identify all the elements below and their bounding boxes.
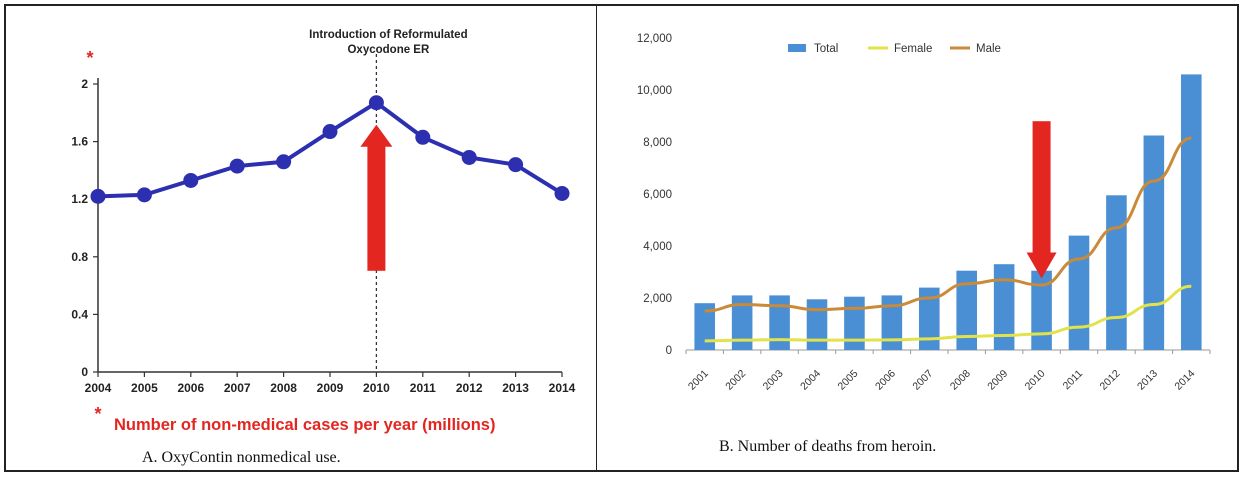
- chart-title-line: Introduction of Reformulated: [309, 29, 467, 41]
- y-tick-label: 6,000: [643, 189, 672, 201]
- data-point: [229, 158, 245, 174]
- data-point: [136, 187, 152, 203]
- y-tick-label: 4,000: [643, 241, 672, 253]
- legend-label-total: Total: [814, 43, 838, 55]
- series-line-female: [704, 284, 1192, 343]
- red-arrow-head: [1026, 252, 1057, 279]
- y-tick-label: 2,000: [643, 293, 672, 305]
- bar-total: [806, 299, 828, 350]
- footnote-marker: *: [94, 404, 101, 424]
- legend-swatch-total: [788, 44, 806, 52]
- bar-total: [1143, 135, 1165, 350]
- x-tick-label: 2012: [456, 381, 483, 395]
- data-point: [508, 157, 524, 173]
- red-arrow-shaft: [367, 144, 386, 271]
- y-tick-label: 10,000: [637, 85, 672, 97]
- chart-title-line: Oxycodone ER: [347, 44, 429, 56]
- x-tick-label: 2004: [85, 381, 112, 395]
- x-tick-label: 2011: [410, 381, 436, 395]
- bar-total: [1106, 195, 1127, 350]
- y-tick-label: 12,000: [637, 33, 672, 45]
- x-tick-label: 2002: [723, 368, 748, 393]
- footnote-text: Number of non-medical cases per year (mi…: [114, 416, 495, 434]
- figure-frame: [4, 4, 1239, 472]
- series-line-male: [704, 136, 1192, 313]
- bar-total: [844, 296, 865, 350]
- bar-total: [1180, 74, 1202, 351]
- legend-label-female: Female: [894, 43, 932, 55]
- x-tick-label: 2005: [836, 368, 861, 393]
- x-tick-label: 2008: [948, 368, 973, 393]
- bar-total: [993, 264, 1015, 350]
- bar-total: [694, 303, 716, 350]
- bar-total: [918, 287, 940, 350]
- caption-b: B. Number of deaths from heroin.: [719, 438, 937, 455]
- panel-divider: [596, 6, 597, 471]
- x-tick-label: 2009: [985, 368, 1010, 393]
- y-tick-label: 1.2: [71, 192, 88, 206]
- x-tick-label: 2007: [224, 381, 251, 395]
- chart-a: * 0 0.4 0.8 1.2 1.6 2 2004 2005 2006 2007 2008 2009 2…: [71, 29, 576, 434]
- data-point: [276, 154, 292, 170]
- series-line: [97, 100, 564, 199]
- data-point: [183, 172, 199, 188]
- x-tick-label: 2006: [177, 381, 204, 395]
- bar-total: [1031, 270, 1052, 350]
- y-tick-label: 0.8: [71, 250, 88, 264]
- x-tick-label: 2012: [1098, 368, 1123, 393]
- data-point: [368, 95, 384, 111]
- y-tick-label: 2: [81, 77, 88, 91]
- x-tick-label: 2013: [502, 381, 529, 395]
- data-point: [322, 124, 338, 140]
- y-tick-label: 0: [81, 365, 88, 379]
- x-tick-label: 2003: [761, 368, 786, 393]
- y-tick-label: 1.6: [71, 135, 88, 149]
- chart-b: 0 2,000 4,000 6,000 8,000 10,000 12,000 2001 200…: [637, 33, 1211, 393]
- caption-a: A. OxyContin nonmedical use.: [142, 449, 341, 466]
- bar-total: [731, 295, 753, 350]
- data-point: [461, 149, 477, 165]
- y-axis-marker: *: [86, 48, 93, 68]
- x-tick-label: 2013: [1135, 368, 1160, 393]
- x-tick-label: 2014: [1172, 368, 1197, 393]
- x-tick-label: 2006: [873, 368, 898, 393]
- x-tick-label: 2011: [1061, 368, 1086, 393]
- legend-label-male: Male: [976, 43, 1001, 55]
- data-point: [90, 188, 106, 204]
- red-arrow-head: [360, 124, 393, 147]
- x-tick-label: 2010: [363, 381, 390, 395]
- bar-total: [1068, 235, 1090, 350]
- bar-total: [769, 295, 790, 350]
- y-tick-label: 8,000: [643, 137, 672, 149]
- x-tick-label: 2001: [686, 368, 711, 393]
- y-tick-label: 0.4: [71, 307, 88, 321]
- data-point: [554, 185, 570, 201]
- bar-total: [881, 295, 903, 350]
- y-tick-label: 0: [666, 345, 672, 357]
- x-tick-label: 2014: [549, 381, 576, 395]
- x-tick-label: 2007: [910, 368, 935, 393]
- data-point: [415, 129, 431, 145]
- red-arrow-shaft: [1032, 121, 1051, 255]
- bar-total: [956, 270, 978, 350]
- x-tick-label: 2010: [1023, 368, 1048, 393]
- x-tick-label: 2004: [798, 368, 823, 393]
- x-tick-label: 2008: [270, 381, 297, 395]
- x-tick-label: 2005: [131, 381, 158, 395]
- x-tick-label: 2009: [317, 381, 344, 395]
